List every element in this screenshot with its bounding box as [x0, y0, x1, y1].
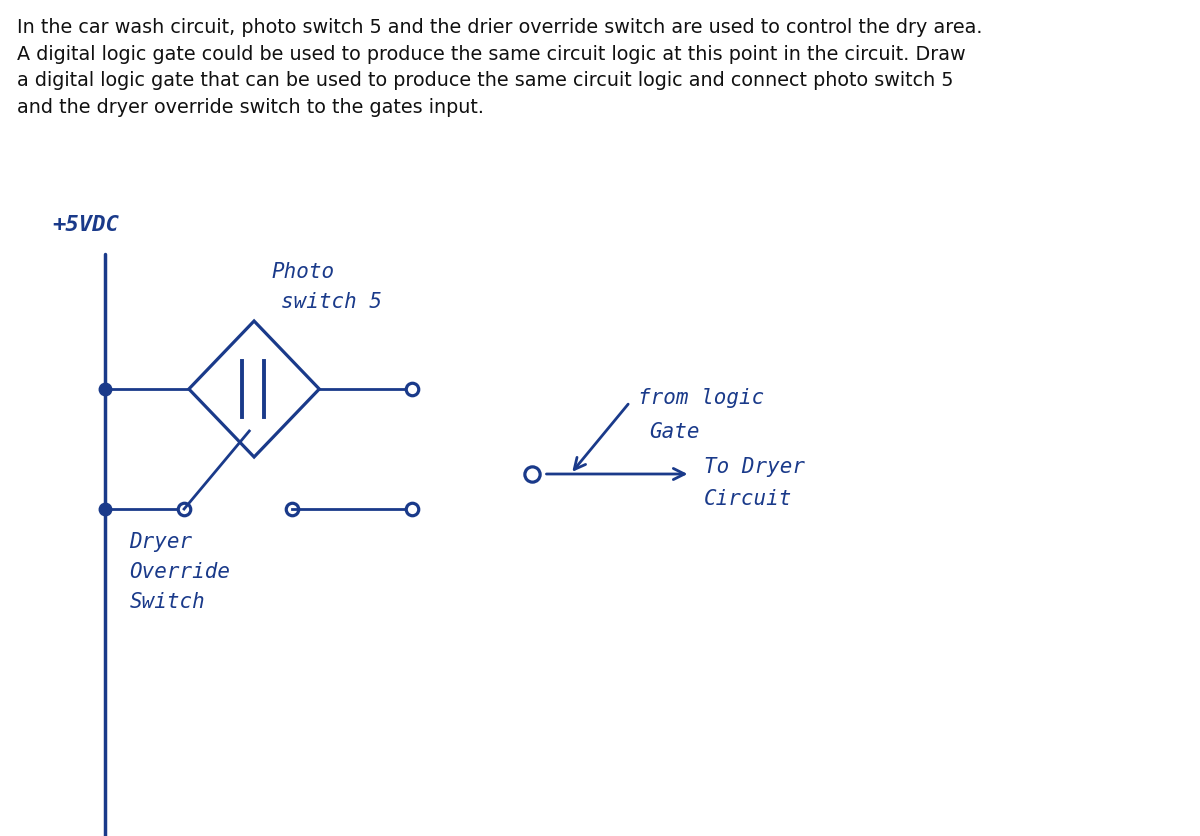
Text: Photo: Photo: [271, 262, 335, 282]
Text: switch 5: switch 5: [281, 292, 382, 312]
Text: Switch: Switch: [130, 591, 205, 611]
Text: Override: Override: [130, 561, 230, 581]
Text: from logic: from logic: [637, 388, 764, 407]
Text: To Dryer: To Dryer: [703, 456, 805, 477]
Text: Dryer: Dryer: [130, 532, 192, 551]
Text: Circuit: Circuit: [703, 488, 792, 508]
Text: Gate: Gate: [649, 421, 700, 441]
Text: In the car wash circuit, photo switch 5 and the drier override switch are used t: In the car wash circuit, photo switch 5 …: [17, 18, 983, 116]
Text: +5VDC: +5VDC: [53, 215, 120, 235]
